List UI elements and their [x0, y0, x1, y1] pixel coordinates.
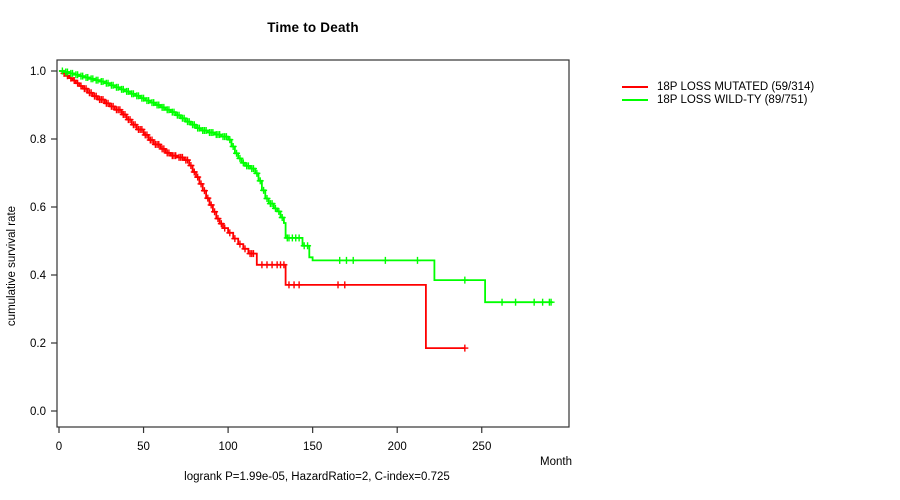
y-axis-title: cumulative survival rate — [6, 205, 18, 327]
y-tick-label: 0.6 — [30, 202, 46, 214]
x-axis-title: Month — [540, 456, 572, 468]
legend-item-wildtype: 18P LOSS WILD-TY (89/751) — [622, 94, 814, 108]
x-tick-label: 100 — [219, 441, 238, 453]
legend-label-mutated: 18P LOSS MUTATED (59/314) — [657, 80, 815, 93]
y-tick-label: 0.8 — [30, 134, 46, 146]
legend-swatch-mutated-line — [622, 85, 648, 88]
y-tick-label: 0.2 — [30, 338, 46, 350]
x-tick-label: 50 — [137, 441, 150, 453]
x-tick-label: 0 — [56, 441, 62, 453]
y-tick-label: 0.4 — [30, 270, 47, 282]
y-tick-label: 0.0 — [30, 406, 46, 418]
x-tick-label: 250 — [472, 441, 491, 453]
x-tick-label: 200 — [388, 441, 407, 453]
curve-wildtype — [59, 70, 553, 304]
legend: 18P LOSS MUTATED (59/314) 18P LOSS WILD-… — [622, 80, 814, 107]
plot-box — [56, 59, 570, 428]
legend-item-mutated: 18P LOSS MUTATED (59/314) — [622, 80, 814, 94]
chart-title: Time to Death — [267, 20, 359, 35]
y-tick-label: 1.0 — [30, 66, 46, 78]
stats-footer: logrank P=1.99e-05, HazardRatio=2, C-ind… — [184, 471, 450, 483]
legend-swatch-wildtype-line — [622, 99, 648, 102]
x-tick-label: 150 — [303, 441, 322, 453]
legend-label-wildtype: 18P LOSS WILD-TY (89/751) — [657, 94, 808, 107]
